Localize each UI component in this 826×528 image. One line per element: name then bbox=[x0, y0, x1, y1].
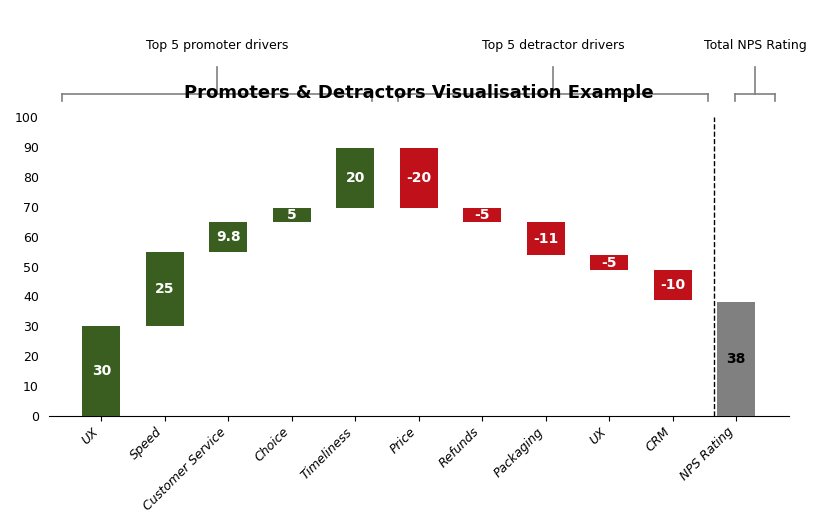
Text: 25: 25 bbox=[155, 282, 174, 296]
Bar bbox=[145, 252, 184, 326]
Text: -10: -10 bbox=[660, 278, 685, 292]
Bar bbox=[273, 208, 311, 222]
Bar bbox=[526, 222, 565, 255]
Text: -5: -5 bbox=[601, 256, 617, 270]
Text: 38: 38 bbox=[726, 352, 746, 366]
Text: 30: 30 bbox=[92, 364, 111, 378]
Bar bbox=[717, 303, 755, 416]
Bar bbox=[336, 148, 374, 208]
Text: Top 5 detractor drivers: Top 5 detractor drivers bbox=[482, 39, 624, 52]
Text: Top 5 promoter drivers: Top 5 promoter drivers bbox=[145, 39, 288, 52]
Bar bbox=[653, 270, 691, 300]
Bar bbox=[590, 255, 628, 270]
Text: -20: -20 bbox=[406, 171, 431, 185]
Bar bbox=[400, 148, 438, 208]
Text: -11: -11 bbox=[533, 232, 558, 246]
Bar bbox=[83, 326, 121, 416]
Text: 9.8: 9.8 bbox=[216, 230, 240, 244]
Bar bbox=[463, 208, 501, 222]
Text: -5: -5 bbox=[474, 208, 490, 222]
Bar bbox=[209, 222, 247, 252]
Text: Total NPS Rating: Total NPS Rating bbox=[704, 39, 806, 52]
Text: 5: 5 bbox=[287, 208, 297, 222]
Text: 20: 20 bbox=[345, 171, 365, 185]
Title: Promoters & Detractors Visualisation Example: Promoters & Detractors Visualisation Exa… bbox=[184, 84, 653, 102]
